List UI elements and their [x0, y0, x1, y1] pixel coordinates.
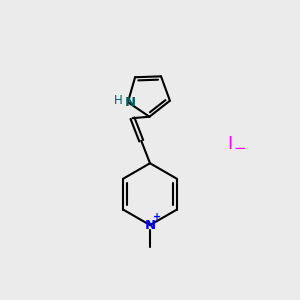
Text: +: +	[153, 212, 161, 222]
Text: H: H	[114, 94, 123, 107]
Text: −: −	[233, 141, 246, 156]
Text: N: N	[125, 96, 136, 109]
Text: N: N	[144, 219, 156, 232]
Text: I: I	[227, 135, 232, 153]
